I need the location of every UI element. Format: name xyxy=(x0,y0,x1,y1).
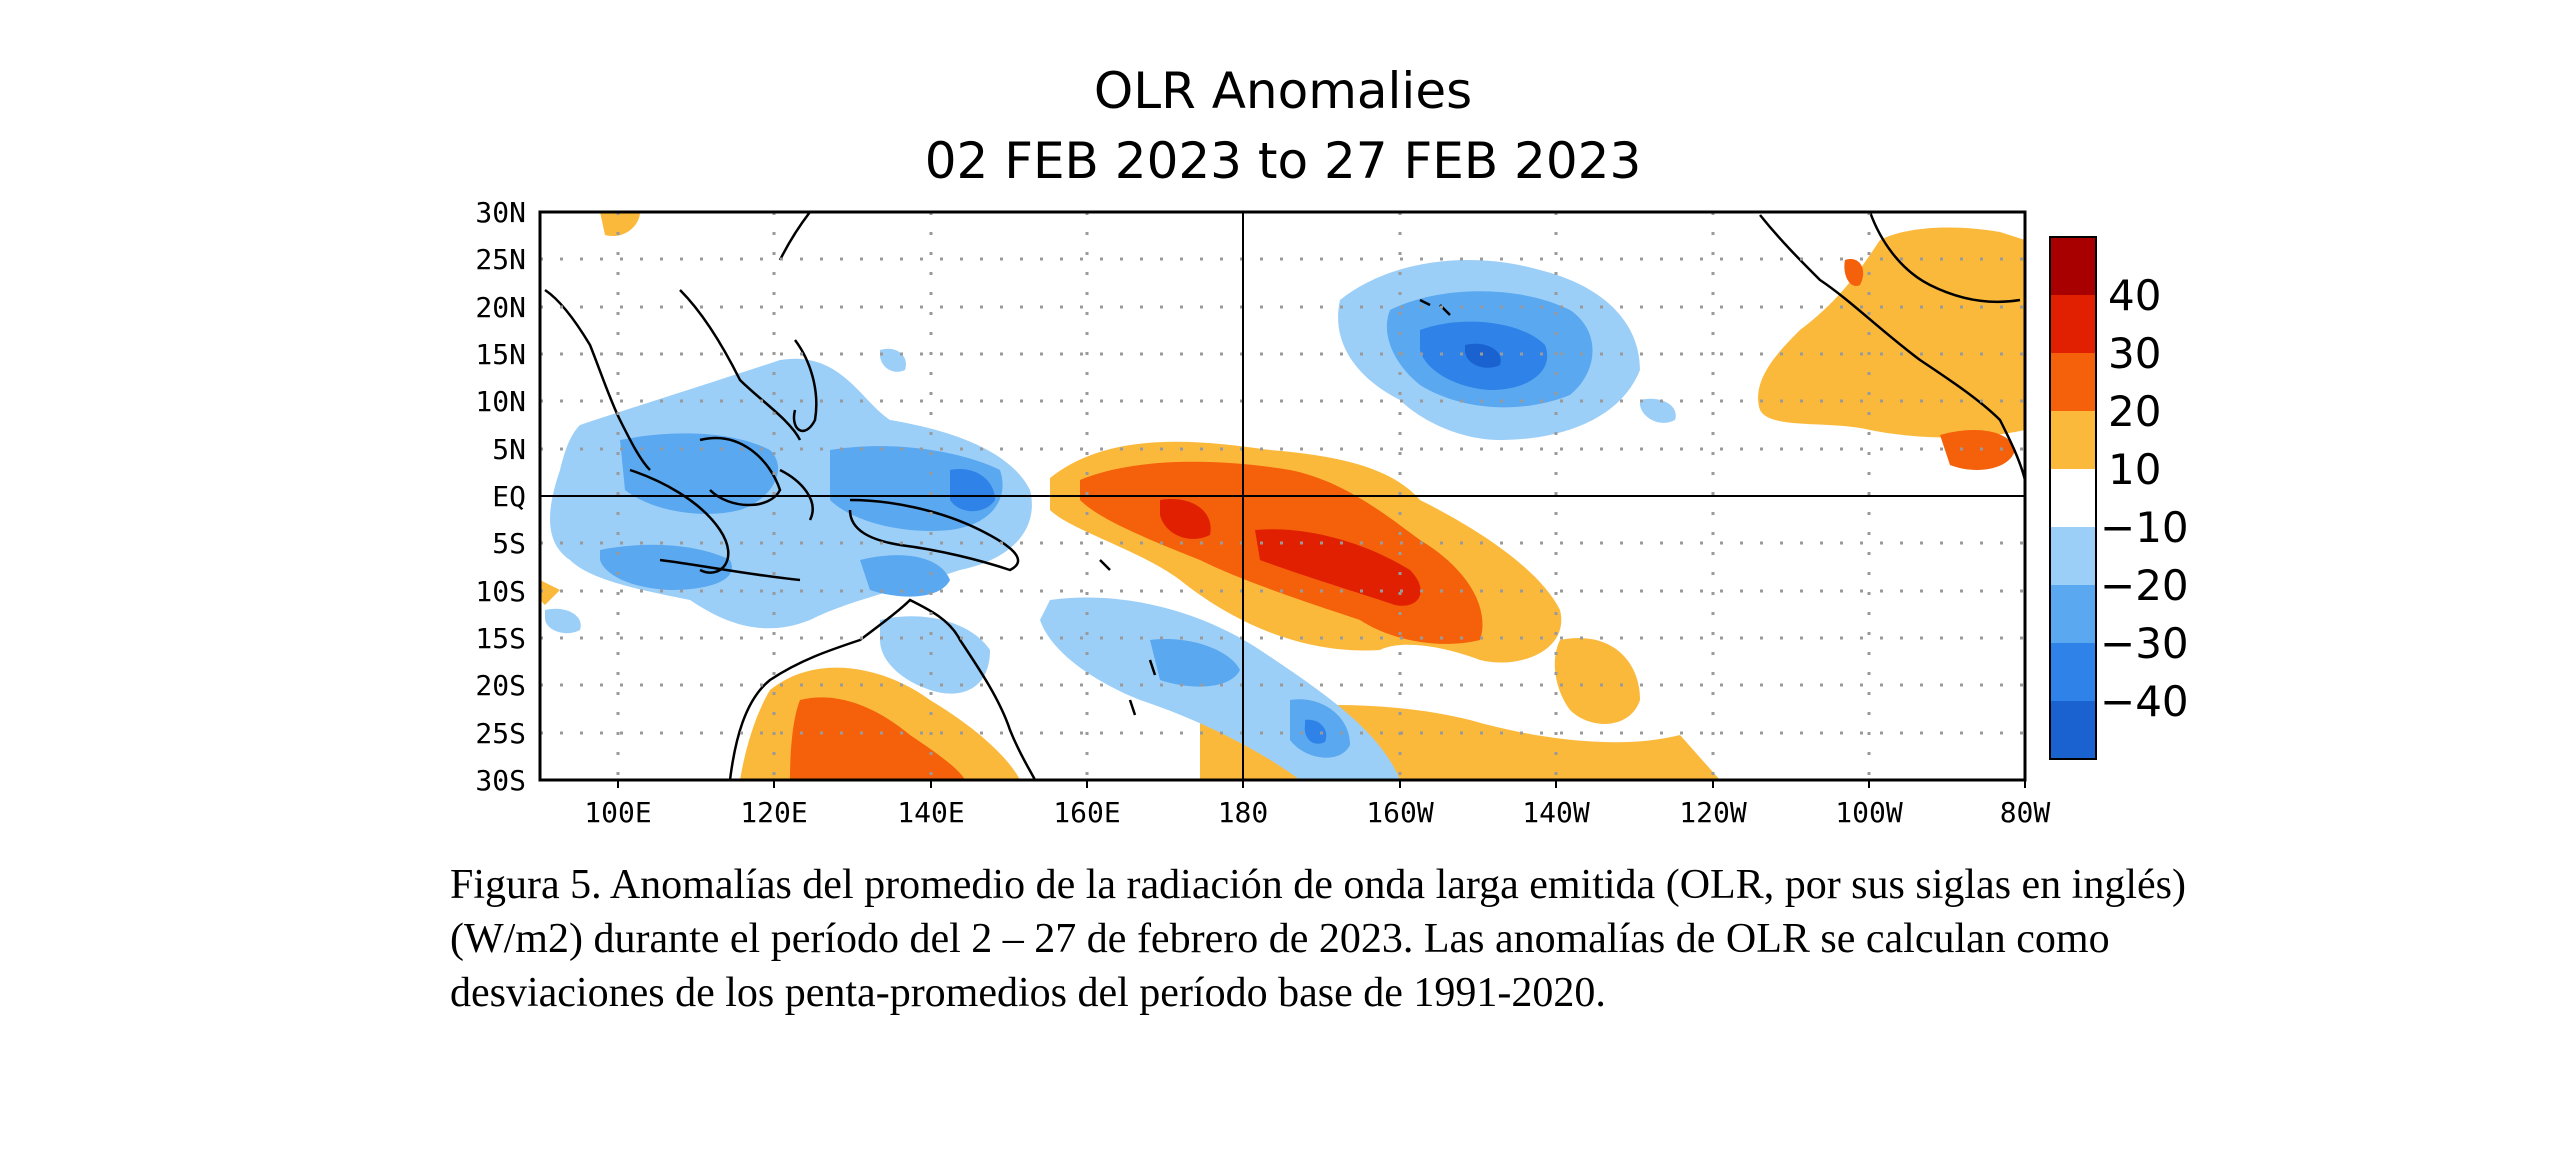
moderate-cool-anomaly-borneo xyxy=(620,433,779,514)
colorbar-label: −30 xyxy=(2100,619,2189,668)
warm-spot-mexico xyxy=(1844,259,1864,286)
colorbar-frame xyxy=(2049,236,2097,760)
colorbar-label: 40 xyxy=(2108,271,2161,320)
y-tick-label: 10S xyxy=(475,575,526,608)
coastline-indochina xyxy=(544,288,651,471)
y-tick-label: 25S xyxy=(475,717,526,750)
colorbar-swatch xyxy=(2050,469,2096,527)
strong-cool-spot-new-guinea xyxy=(950,469,995,512)
coastline-pacific-islands xyxy=(1099,559,1157,716)
coastline-new-guinea xyxy=(848,498,1020,572)
colorbar: 40 30 20 10 −10 −20 −30 −40 xyxy=(2049,236,2189,760)
plot-frame xyxy=(538,210,2027,782)
x-tick-label: 100W xyxy=(1835,796,1903,829)
x-axis-labels: 100E 120E 140E 160E 180 160W 140W 120W 1… xyxy=(584,796,2050,829)
cool-spot-philippine-sea xyxy=(880,348,906,372)
chart-subtitle: 02 FEB 2023 to 27 FEB 2023 xyxy=(925,132,1642,190)
chart-title: OLR Anomalies xyxy=(1094,62,1472,120)
moderate-cool-anomaly-arafura xyxy=(860,555,950,597)
x-tick-label: 160E xyxy=(1053,796,1120,829)
coastline-south-china xyxy=(679,289,802,441)
strong-cool-spot-south xyxy=(1304,719,1327,744)
colorbar-label: −40 xyxy=(2100,677,2189,726)
y-tick-label: 30S xyxy=(475,764,526,797)
colorbar-label: 10 xyxy=(2108,445,2161,494)
colorbar-label: 20 xyxy=(2108,387,2161,436)
y-tick-label: 10N xyxy=(475,385,526,418)
x-tick-label: 180 xyxy=(1218,796,1269,829)
very-strong-warm-core-west xyxy=(1160,499,1211,539)
colorbar-swatch xyxy=(2050,295,2096,353)
y-tick-label: 30N xyxy=(475,196,526,229)
y-tick-label: EQ xyxy=(492,480,526,513)
colorbar-swatch xyxy=(2050,585,2096,643)
y-tick-label: 5S xyxy=(492,527,526,560)
x-tick-label: 120W xyxy=(1679,796,1747,829)
colorbar-swatch xyxy=(2050,643,2096,701)
x-tick-label: 100E xyxy=(584,796,651,829)
colorbar-swatch xyxy=(2050,237,2096,295)
coastline-gulf-of-mexico xyxy=(1868,212,2021,304)
y-tick-label: 25N xyxy=(475,243,526,276)
warm-spot-northwest xyxy=(600,212,640,236)
y-tick-label: 15N xyxy=(475,338,526,371)
strong-warm-anomaly-central-america xyxy=(1940,430,2015,470)
very-strong-cool-core xyxy=(1465,343,1501,368)
coastline-mexico-central-america xyxy=(1759,214,2025,481)
x-tick-label: 140W xyxy=(1522,796,1590,829)
olr-anomaly-map: OLR Anomalies 02 FEB 2023 to 27 FEB 2023 xyxy=(475,62,2189,829)
moderate-cool-anomaly-fiji xyxy=(1150,639,1240,687)
cool-spot-hawaii xyxy=(1640,398,1676,423)
cool-spot-indian-ocean xyxy=(545,608,581,634)
coastline-philippines xyxy=(792,339,818,433)
colorbar-label: −20 xyxy=(2100,561,2189,610)
coastline-sumatra xyxy=(629,468,730,574)
x-axis-ticks xyxy=(617,780,2026,788)
y-tick-label: 20S xyxy=(475,669,526,702)
x-tick-label: 80W xyxy=(2000,796,2051,829)
coastlines xyxy=(544,212,2025,780)
colorbar-swatch xyxy=(2050,411,2096,469)
coastline-australia xyxy=(728,598,1037,780)
strong-warm-anomaly-australia xyxy=(790,697,965,780)
y-tick-label: 20N xyxy=(475,291,526,324)
colorbar-swatch xyxy=(2050,701,2096,759)
very-strong-warm-core-east xyxy=(1255,529,1421,606)
grid-lines xyxy=(540,212,2025,780)
colorbar-swatch xyxy=(2050,353,2096,411)
coastline-taiwan xyxy=(778,212,811,261)
warm-anomaly-southeast xyxy=(1554,638,1640,724)
moderate-cool-anomaly-new-guinea xyxy=(830,446,1003,531)
y-tick-label: 5N xyxy=(492,433,526,466)
y-axis-labels: 30N 25N 20N 15N 10N 5N EQ 5S 10S 15S 20S… xyxy=(475,196,526,797)
anomaly-field xyxy=(540,212,2025,780)
cool-anomaly-coral-sea xyxy=(880,616,990,694)
x-tick-label: 140E xyxy=(897,796,964,829)
colorbar-label: 30 xyxy=(2108,329,2161,378)
colorbar-label: −10 xyxy=(2100,503,2189,552)
warm-spot-west xyxy=(540,580,560,605)
colorbar-swatch xyxy=(2050,527,2096,585)
x-tick-label: 160W xyxy=(1366,796,1434,829)
x-tick-label: 120E xyxy=(740,796,807,829)
coastline-sulawesi xyxy=(779,468,814,521)
y-tick-label: 15S xyxy=(475,622,526,655)
figure-caption: Figura 5. Anomalías del promedio de la r… xyxy=(450,862,2186,1016)
moderate-cool-anomaly-java xyxy=(600,544,732,590)
coastline-borneo xyxy=(699,436,782,507)
coastline-java xyxy=(659,558,801,582)
